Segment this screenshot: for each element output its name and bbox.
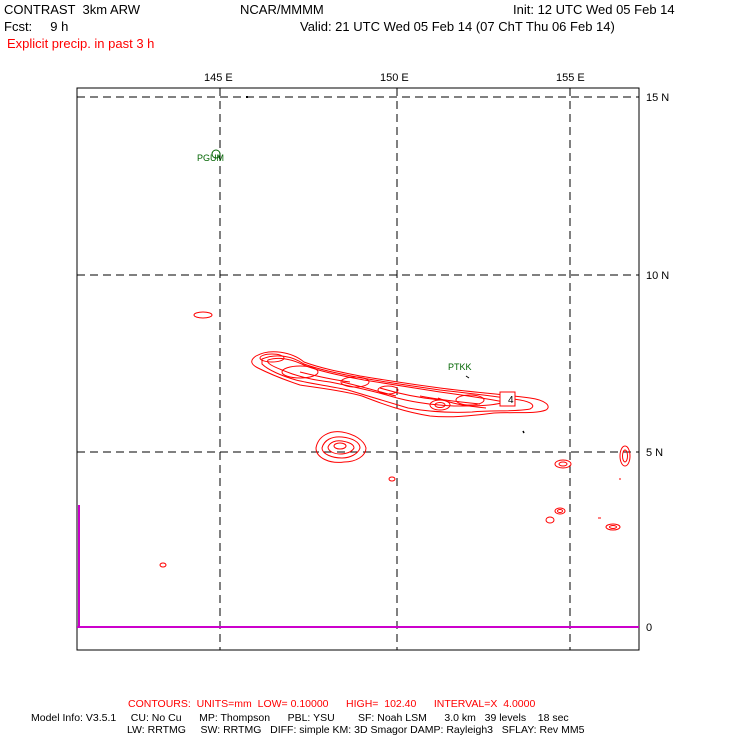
precip-contours: [159, 311, 631, 568]
model-info-line-2: LW: RRTMG SW: RRTMG DIFF: simple KM: 3D …: [127, 724, 585, 736]
cell-east-1: [554, 459, 572, 469]
cell-south-inner: [327, 440, 355, 455]
contour-value-label: 4: [508, 395, 514, 406]
rainband-core-1-inner: [434, 402, 446, 408]
cell-se-1: [554, 507, 566, 515]
cell-se-3: [605, 523, 621, 531]
valid-time: Valid: 21 UTC Wed 05 Feb 14 (07 ChT Thu …: [300, 19, 615, 34]
rainband-streak-4: [419, 395, 481, 405]
rainband-streak-3: [379, 387, 441, 401]
guam-island: [211, 149, 221, 159]
lat-label-5n: 5 N: [646, 447, 663, 459]
islet-dot: [522, 430, 525, 434]
chuuk-islet: [465, 375, 470, 379]
contour-label-box: [499, 391, 516, 407]
rainband-contour-3: [267, 357, 506, 407]
cell-south-outer: [315, 431, 367, 463]
rainband-core-1: [429, 399, 451, 411]
cell-east-edge-inner: [622, 449, 628, 463]
cell-tiny-1: [388, 476, 396, 482]
map-frame: [76, 87, 640, 651]
lat-label-10n: 10 N: [646, 270, 669, 282]
lon-label-150e: 150 E: [380, 72, 409, 84]
rainband-streak-2: [341, 381, 397, 397]
rainband-streak-1: [299, 371, 351, 383]
cell-south-mid: [321, 436, 361, 459]
station-pgum: PGUM: [197, 153, 224, 163]
rainband-core-4: [259, 353, 285, 363]
cell-east-edge: [619, 445, 631, 467]
lon-label-145e: 145 E: [204, 72, 233, 84]
model-info-line-1: Model Info: V3.5.1 CU: No Cu MP: Thompso…: [31, 712, 569, 724]
rainband-core-6: [455, 394, 485, 406]
forecast-hour: Fcst: 9 h: [4, 19, 69, 34]
lon-label-155e: 155 E: [556, 72, 585, 84]
station-ptkk: PTKK: [448, 362, 472, 372]
cell-se-1-inner: [557, 509, 563, 513]
organization-label: NCAR/MMMM: [240, 2, 324, 17]
cell-east-1-inner: [558, 461, 568, 467]
rainband-contour-2: [261, 355, 534, 413]
cell-south-core: [333, 442, 347, 450]
rainband-core-2: [340, 376, 370, 388]
cell-se-3-inner: [609, 525, 617, 529]
rainband-core-3: [281, 365, 319, 379]
cell-se-2: [545, 516, 555, 524]
cell-west: [193, 311, 213, 319]
field-title: Explicit precip. in past 3 h: [7, 36, 155, 51]
rainband-streak-5: [437, 397, 487, 409]
contour-info: CONTOURS: UNITS=mm LOW= 0.10000 HIGH= 10…: [128, 698, 536, 710]
init-time: Init: 12 UTC Wed 05 Feb 14: [513, 2, 675, 17]
model-title: CONTRAST 3km ARW: [4, 2, 141, 17]
lat-label-0: 0: [646, 622, 652, 634]
rainband-outer: [251, 351, 549, 418]
graticule: [77, 88, 639, 650]
lat-label-15n: 15 N: [646, 92, 669, 104]
cell-sw: [159, 562, 167, 568]
rainband-core-5: [377, 385, 399, 395]
